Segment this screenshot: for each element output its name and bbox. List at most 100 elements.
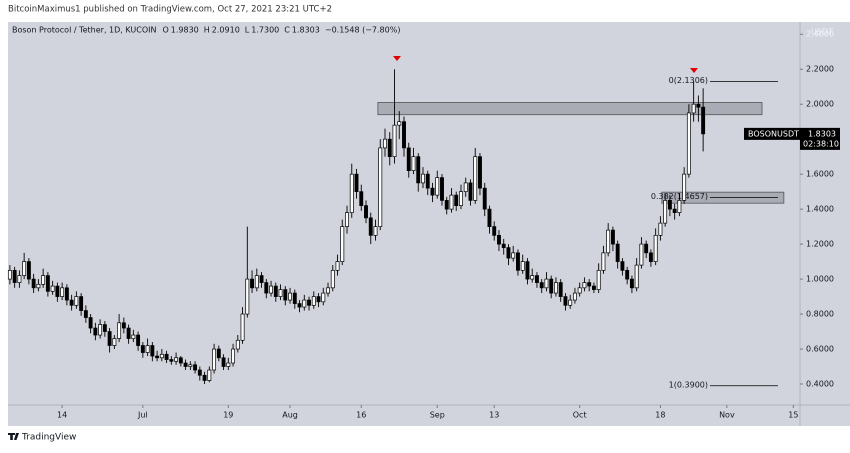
candle-body bbox=[83, 310, 88, 318]
candle-body bbox=[425, 173, 430, 189]
price-label-symbol: BOSONUSDT bbox=[748, 129, 799, 138]
candle-body bbox=[606, 229, 611, 254]
candle-body bbox=[463, 182, 468, 192]
candle-body bbox=[672, 208, 677, 213]
candle-body bbox=[411, 156, 416, 172]
candle-body bbox=[235, 339, 240, 350]
candle-body bbox=[468, 182, 473, 201]
candle-body bbox=[335, 261, 340, 271]
x-tick-label: 18 bbox=[655, 411, 665, 420]
candle-body bbox=[677, 200, 682, 213]
candle-body bbox=[568, 299, 573, 306]
footer-brand: TradingView bbox=[21, 433, 76, 443]
candle-body bbox=[596, 269, 601, 290]
peak-marker bbox=[393, 56, 401, 61]
candle-body bbox=[449, 194, 454, 210]
candle-body bbox=[112, 338, 117, 346]
candle-body bbox=[572, 292, 577, 301]
candle-body bbox=[478, 156, 482, 189]
candle-body bbox=[354, 173, 359, 192]
candle-body bbox=[364, 205, 368, 219]
candle-body bbox=[610, 229, 615, 245]
candle-body bbox=[644, 243, 649, 254]
x-tick-label: Nov bbox=[719, 411, 735, 420]
candle-body bbox=[17, 275, 22, 283]
fib-label: 1(0.3900) bbox=[669, 380, 708, 389]
candle-body bbox=[245, 278, 250, 315]
x-tick-label: Oct bbox=[573, 411, 587, 420]
candle-body bbox=[435, 177, 440, 196]
candle-body bbox=[240, 313, 245, 341]
candle-body bbox=[273, 285, 278, 297]
y-tick-label: 1.2000 bbox=[806, 240, 834, 249]
price-label-bg bbox=[744, 127, 800, 140]
candle-body bbox=[193, 364, 198, 371]
candle-body bbox=[197, 369, 202, 376]
price-tag-countdown: 02:38:10 bbox=[803, 139, 839, 148]
candle-body bbox=[174, 357, 179, 362]
y-tick-label: 1.0000 bbox=[806, 275, 834, 284]
candle-body bbox=[544, 278, 549, 289]
candle-body bbox=[302, 299, 307, 308]
candle-body bbox=[26, 261, 31, 280]
price-tag-bg bbox=[800, 127, 840, 150]
candle-body bbox=[93, 327, 98, 336]
candle-body bbox=[368, 217, 373, 236]
candle-body bbox=[359, 191, 364, 206]
candle-body bbox=[22, 261, 27, 276]
candle-body bbox=[686, 112, 691, 175]
candle-body bbox=[326, 287, 330, 294]
candle-body bbox=[183, 362, 188, 367]
legend-change: −0.1548 (−7.80%) bbox=[325, 26, 401, 35]
candle-body bbox=[563, 296, 568, 306]
unit-label: USDT bbox=[811, 28, 833, 37]
x-tick-label: Aug bbox=[282, 411, 298, 420]
y-tick-label: 2.2000 bbox=[806, 65, 834, 74]
candle-body bbox=[591, 285, 596, 290]
legend-key: L bbox=[245, 26, 250, 35]
candle-body bbox=[648, 252, 653, 262]
candle-body bbox=[539, 282, 544, 289]
candle-body bbox=[345, 212, 349, 227]
candle-body bbox=[530, 275, 535, 280]
candle-body bbox=[629, 278, 634, 289]
candle-body bbox=[98, 324, 103, 336]
candle-body bbox=[136, 334, 141, 346]
candle-body bbox=[511, 252, 516, 259]
footer-logo bbox=[8, 433, 19, 440]
x-tick-label: 19 bbox=[223, 411, 233, 420]
candle-body bbox=[549, 278, 554, 294]
candle-body bbox=[12, 269, 17, 283]
candle-body bbox=[653, 235, 658, 262]
candle-body bbox=[231, 348, 236, 364]
y-tick-label: 0.6000 bbox=[806, 345, 834, 354]
candle-body bbox=[634, 264, 639, 289]
candle-body bbox=[577, 287, 582, 294]
candle-body bbox=[31, 278, 36, 289]
candle-body bbox=[283, 289, 288, 301]
candle-body bbox=[392, 124, 397, 158]
candle-body bbox=[525, 261, 530, 280]
candle-body bbox=[406, 147, 411, 172]
candle-body bbox=[64, 287, 69, 301]
candle-body bbox=[159, 353, 164, 359]
candle-body bbox=[7, 269, 12, 280]
legend-value: 1.7300 bbox=[251, 26, 279, 35]
candle-body bbox=[625, 269, 630, 280]
candle-body bbox=[150, 345, 155, 357]
price-tag-value: 1.8303 bbox=[808, 129, 836, 138]
candle-body bbox=[558, 282, 563, 297]
x-tick-label: 16 bbox=[356, 411, 366, 420]
x-tick-label: Jul bbox=[137, 411, 148, 420]
candle-body bbox=[102, 324, 107, 332]
candle-body bbox=[520, 261, 525, 271]
candle-body bbox=[378, 147, 383, 227]
fib-label: 0(2.1306) bbox=[669, 76, 708, 85]
candle-body bbox=[373, 226, 378, 236]
candle-body bbox=[473, 156, 478, 201]
candle-body bbox=[421, 173, 425, 184]
candle-body bbox=[188, 364, 193, 367]
candle-body bbox=[140, 345, 145, 353]
candle-body bbox=[444, 200, 449, 210]
candle-body bbox=[330, 269, 335, 289]
